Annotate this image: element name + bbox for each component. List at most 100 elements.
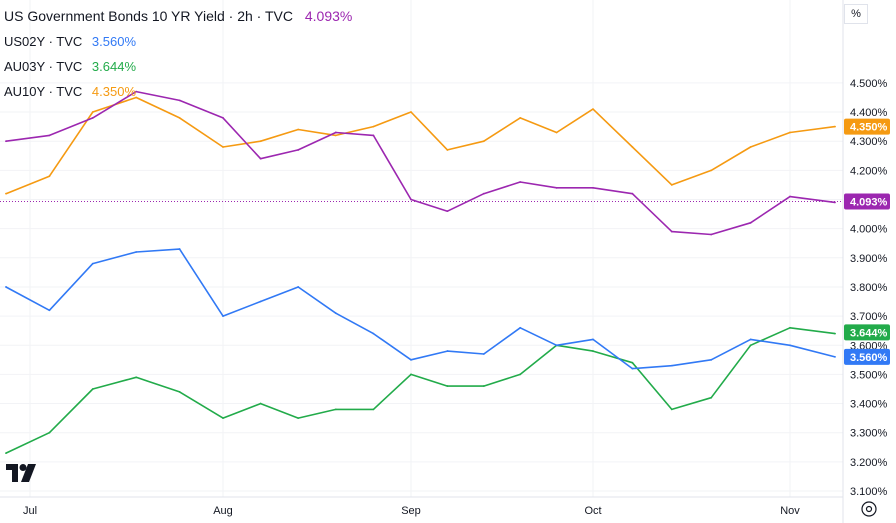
data-point-au03y xyxy=(297,417,300,420)
legend-us02y[interactable]: US02Y · TVC 3.560% xyxy=(4,29,352,54)
data-point-us02y xyxy=(789,344,791,347)
percent-scale-button[interactable]: % xyxy=(844,4,868,24)
data-point-us10y xyxy=(334,131,337,134)
last-value-label-us10y: 4.093% xyxy=(850,197,888,209)
data-point-us02y xyxy=(410,358,412,361)
data-point-us02y xyxy=(749,338,752,341)
legend-au03y-value: 3.644% xyxy=(91,59,136,74)
series-line-us10y xyxy=(5,90,836,236)
legend-main-value: 4.093% xyxy=(304,8,353,24)
data-point-us10y xyxy=(834,201,836,204)
data-point-us02y xyxy=(334,312,337,315)
data-point-au03y xyxy=(631,361,634,364)
data-point-au10y xyxy=(222,146,224,148)
data-point-us10y xyxy=(372,134,375,137)
data-point-au03y xyxy=(372,408,375,411)
data-point-us10y xyxy=(178,99,181,102)
data-point-us10y xyxy=(519,181,522,183)
y-tick-label: 3.300% xyxy=(850,428,888,440)
last-value-badge-au10y xyxy=(844,118,890,135)
data-point-us10y xyxy=(222,116,224,119)
x-tick-label: Aug xyxy=(213,505,233,517)
series-line-au03y xyxy=(5,326,836,454)
x-axis[interactable]: Jul Aug Sep Oct Nov xyxy=(0,496,843,517)
legend-au10y[interactable]: AU10Y · TVC 4.350% xyxy=(4,79,352,104)
data-point-us10y xyxy=(259,157,262,160)
legend-us02y-label: US02Y · TVC xyxy=(4,34,83,49)
data-point-au10y xyxy=(670,184,673,186)
data-point-us02y xyxy=(631,367,634,370)
data-point-au10y xyxy=(834,125,836,128)
y-tick-label: 4.000% xyxy=(850,224,888,236)
data-point-au10y xyxy=(749,146,752,148)
legend-au03y-label: AU03Y · TVC xyxy=(4,59,83,74)
data-point-us10y xyxy=(710,233,713,236)
last-value-label-au10y: 4.350% xyxy=(850,122,888,134)
data-point-us02y xyxy=(670,364,673,367)
data-point-us10y xyxy=(48,134,51,137)
data-point-au10y xyxy=(5,192,7,195)
settings-gear-icon[interactable] xyxy=(859,499,879,519)
data-point-us02y xyxy=(482,353,485,355)
x-tick-label: Nov xyxy=(780,505,800,517)
data-point-us10y xyxy=(631,192,634,195)
data-point-us02y xyxy=(222,315,224,317)
data-point-us10y xyxy=(91,116,94,119)
y-tick-label: 3.400% xyxy=(850,399,888,411)
data-point-us02y xyxy=(297,286,300,288)
data-point-au03y xyxy=(178,390,181,393)
data-point-us10y xyxy=(482,192,485,195)
grid xyxy=(0,0,843,497)
y-tick-label: 4.400% xyxy=(850,107,888,119)
data-point-au03y xyxy=(410,373,412,376)
legend-us02y-value: 3.560% xyxy=(91,34,136,49)
data-point-au10y xyxy=(135,96,138,99)
series-line-us02y xyxy=(5,248,836,370)
data-point-us02y xyxy=(834,356,836,358)
x-tick-label: Jul xyxy=(23,505,37,517)
series-lines xyxy=(5,90,836,455)
last-value-labels: 4.093% 3.560% 3.644% 4.350% xyxy=(844,118,890,365)
data-point-au10y xyxy=(482,140,485,143)
y-tick-label: 3.100% xyxy=(850,486,888,498)
y-tick-label: 3.900% xyxy=(850,253,888,265)
data-point-au10y xyxy=(710,169,713,172)
data-point-us02y xyxy=(555,344,558,347)
y-axis[interactable]: 3.100%3.200%3.300%3.400%3.500%3.600%3.70… xyxy=(842,0,888,523)
data-point-au03y xyxy=(5,452,7,455)
data-point-us10y xyxy=(749,221,752,224)
data-point-au03y xyxy=(834,332,836,335)
y-tick-label: 4.200% xyxy=(850,165,888,177)
data-point-au03y xyxy=(592,350,594,352)
data-point-au03y xyxy=(135,376,138,379)
data-point-us10y xyxy=(555,186,558,189)
legend-au03y[interactable]: AU03Y · TVC 3.644% xyxy=(4,54,352,79)
data-point-au03y xyxy=(334,408,337,411)
data-point-au10y xyxy=(48,175,51,178)
legend-main[interactable]: US Government Bonds 10 YR Yield · 2h · T… xyxy=(4,4,352,29)
data-point-au10y xyxy=(372,125,375,128)
data-point-au10y xyxy=(178,116,181,119)
data-point-us02y xyxy=(710,358,713,361)
data-point-us02y xyxy=(178,248,181,250)
data-point-us02y xyxy=(259,300,262,303)
y-tick-label: 4.500% xyxy=(850,78,888,90)
data-point-au03y xyxy=(519,373,522,376)
data-point-au03y xyxy=(446,385,449,387)
data-point-au10y xyxy=(555,131,558,134)
data-point-us10y xyxy=(297,149,300,151)
last-value-badge-us02y xyxy=(844,348,890,365)
last-value-label-us02y: 3.560% xyxy=(850,352,888,364)
data-point-au10y xyxy=(410,111,412,113)
data-point-au10y xyxy=(297,128,300,131)
last-value-badge-au03y xyxy=(844,324,890,341)
legend: US Government Bonds 10 YR Yield · 2h · T… xyxy=(4,4,352,104)
data-point-au03y xyxy=(48,431,51,434)
data-point-au10y xyxy=(334,134,337,137)
data-point-au10y xyxy=(789,131,791,134)
data-point-us02y xyxy=(48,309,51,312)
tradingview-logo-icon[interactable] xyxy=(6,464,40,482)
data-point-au03y xyxy=(482,385,485,387)
data-point-au10y xyxy=(259,140,262,143)
